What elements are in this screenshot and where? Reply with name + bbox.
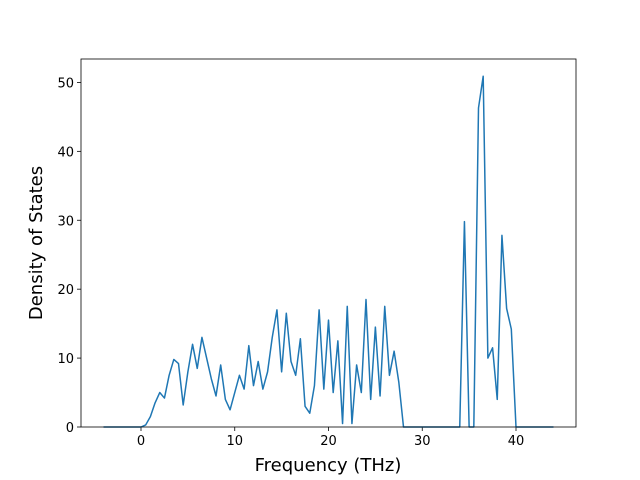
y-axis-label: Density of States xyxy=(26,166,47,320)
series-line xyxy=(103,75,554,428)
x-axis-label: Frequency (THz) xyxy=(255,455,402,476)
x-tick-label: 10 xyxy=(226,434,243,449)
y-tick-label: 50 xyxy=(57,76,74,91)
x-tick-label: 0 xyxy=(137,434,145,449)
y-tick-label: 40 xyxy=(57,145,74,160)
y-tick-label: 30 xyxy=(57,214,74,229)
y-tick-label: 0 xyxy=(66,421,74,436)
x-tick-label: 30 xyxy=(414,434,431,449)
x-tick-label: 40 xyxy=(508,434,525,449)
plot-frame xyxy=(80,58,577,428)
y-tick-label: 20 xyxy=(57,283,74,298)
y-tick-label: 10 xyxy=(57,352,74,367)
x-tick-label: 20 xyxy=(320,434,337,449)
